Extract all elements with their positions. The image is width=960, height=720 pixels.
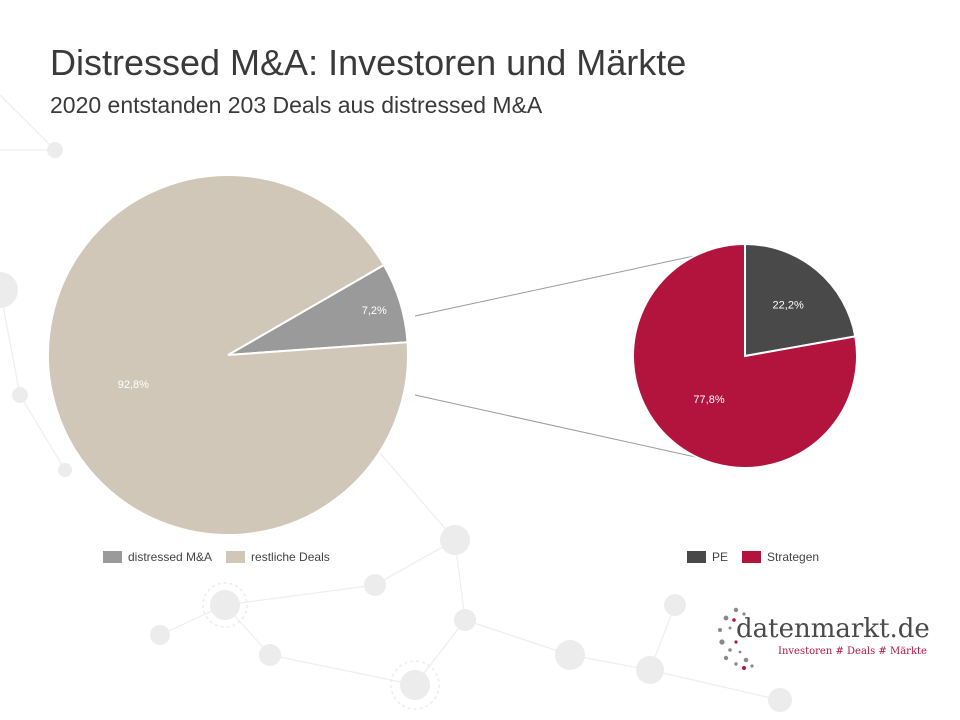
legend-label: distressed M&A bbox=[128, 550, 213, 564]
pie-slice-strategen bbox=[632, 242, 858, 469]
logo-name: datenmarkt.de bbox=[736, 614, 930, 644]
datenmarkt-logo: datenmarkt.de Investoren # Deals # Märkt… bbox=[716, 606, 930, 676]
data-label: 77,8% bbox=[693, 394, 724, 406]
data-label: 92,8% bbox=[118, 379, 149, 391]
legend-item-restliche: restliche Deals bbox=[226, 550, 330, 564]
data-label: 22,2% bbox=[773, 299, 804, 311]
legend-item-distressed: distressed M&A bbox=[103, 550, 212, 564]
secondary-pie: 22,2% 77,8% bbox=[632, 242, 858, 469]
page-subtitle: 2020 entstanden 203 Deals aus distressed… bbox=[50, 92, 543, 118]
main-pie: 7,2% 92,8% bbox=[47, 174, 409, 536]
legend-item-pe: PE bbox=[687, 550, 728, 564]
connector-line-bottom bbox=[414, 394, 746, 469]
logo-tagline: Investoren # Deals # Märkte bbox=[778, 646, 927, 657]
pie-slice-restliche-deals bbox=[47, 174, 409, 536]
legend-item-strategen: Strategen bbox=[742, 550, 819, 564]
pie-slice-pe bbox=[744, 242, 857, 358]
legend-swatch bbox=[103, 551, 122, 563]
data-label: 7,2% bbox=[362, 305, 387, 317]
legend-swatch bbox=[687, 551, 706, 563]
legend-swatch bbox=[226, 551, 246, 563]
connector-line-top bbox=[414, 244, 746, 317]
logo-dots-icon bbox=[718, 607, 754, 670]
legend-label: PE bbox=[712, 550, 729, 564]
legend-swatch bbox=[742, 551, 762, 563]
page-title: Distressed M&A: Investoren und Märkte bbox=[50, 42, 687, 83]
legend-label: Strategen bbox=[767, 550, 820, 564]
legend-main: distressed M&A restliche Deals bbox=[103, 550, 330, 564]
legend-label: restliche Deals bbox=[251, 550, 330, 564]
legend-secondary: PE Strategen bbox=[687, 550, 819, 564]
